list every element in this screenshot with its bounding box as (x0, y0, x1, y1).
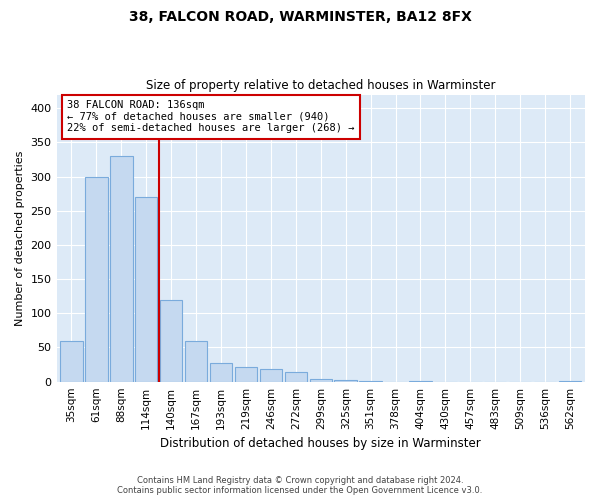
Y-axis label: Number of detached properties: Number of detached properties (15, 150, 25, 326)
X-axis label: Distribution of detached houses by size in Warminster: Distribution of detached houses by size … (160, 437, 481, 450)
Bar (210, 362, 232, 382)
Text: Contains HM Land Registry data © Crown copyright and database right 2024.
Contai: Contains HM Land Registry data © Crown c… (118, 476, 482, 495)
Bar (284, 372, 307, 382)
Title: Size of property relative to detached houses in Warminster: Size of property relative to detached ho… (146, 79, 496, 92)
Bar (60, 340, 83, 382)
Text: 38 FALCON ROAD: 136sqm
← 77% of detached houses are smaller (940)
22% of semi-de: 38 FALCON ROAD: 136sqm ← 77% of detached… (67, 100, 355, 134)
Bar (359, 381, 382, 382)
Bar (260, 370, 282, 382)
Bar (559, 381, 581, 382)
Bar (135, 197, 157, 382)
Bar (110, 156, 133, 382)
Bar (85, 176, 107, 382)
Bar (310, 379, 332, 382)
Bar (409, 381, 431, 382)
Bar (160, 300, 182, 382)
Bar (235, 366, 257, 382)
Text: 38, FALCON ROAD, WARMINSTER, BA12 8FX: 38, FALCON ROAD, WARMINSTER, BA12 8FX (128, 10, 472, 24)
Bar (185, 340, 208, 382)
Bar (334, 380, 357, 382)
